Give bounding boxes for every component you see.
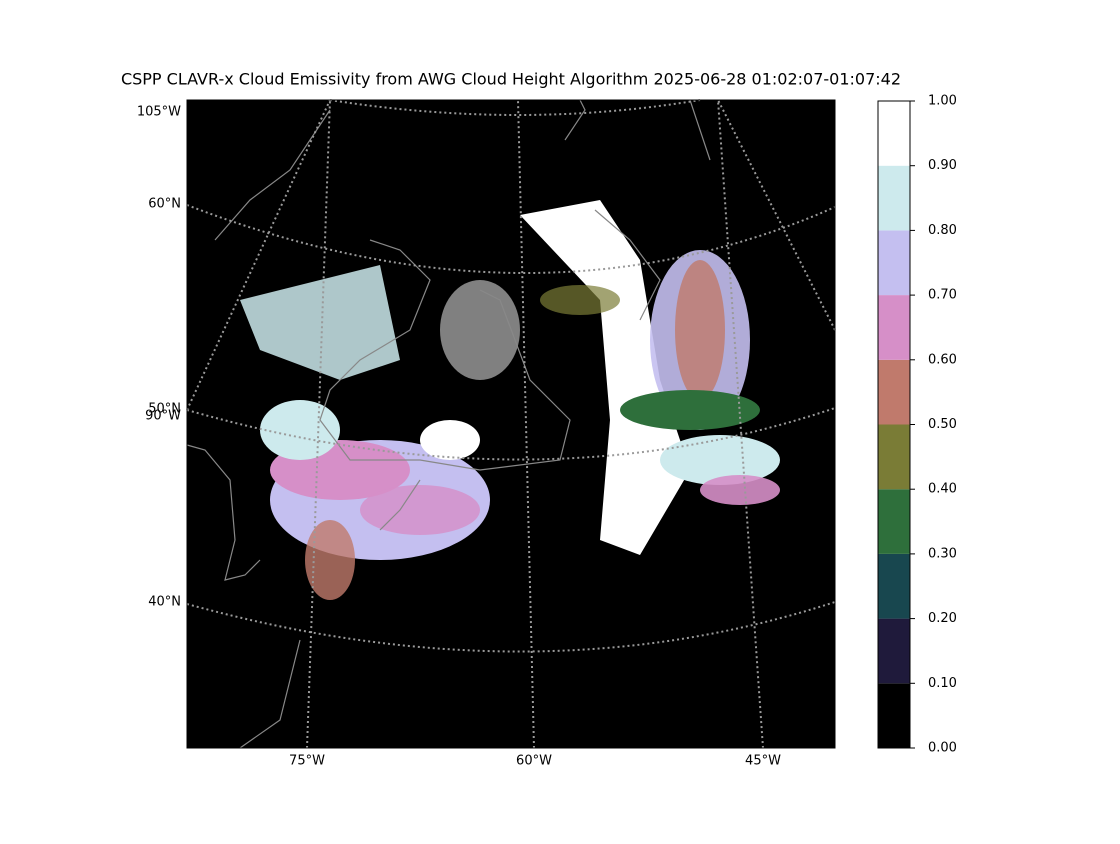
colorbar-segment: [878, 165, 910, 231]
colorbar-tick-label: 0.70: [928, 288, 957, 303]
lon-label: 45°W: [745, 754, 781, 769]
lon-label: 90°W: [145, 409, 181, 424]
colorbar-segment: [878, 489, 910, 554]
colorbar-tick-label: 0.60: [928, 352, 957, 367]
map: 105°W 60°N 50°N 90°W 40°N 75°W 60°W 45°W: [137, 99, 836, 769]
colorbar-tick-label: 0.30: [928, 546, 957, 561]
colorbar-segment: [878, 424, 910, 490]
colorbar-segment: [878, 683, 910, 748]
colorbar-tick-label: 0.20: [928, 611, 957, 626]
lat-label: 50°N: [148, 402, 181, 417]
colorbar-tick-label: 0.90: [928, 158, 957, 173]
colorbar-tick-label: 0.10: [928, 676, 957, 691]
graticule: [186, 99, 836, 749]
colorbar-tick-label: 0.40: [928, 482, 957, 497]
swath: [224, 176, 806, 644]
lat-label: 40°N: [148, 595, 181, 610]
colorbar-segment: [878, 230, 910, 296]
colorbar-segment: [878, 101, 910, 166]
colorbar-segment: [878, 359, 910, 425]
colorbar-segment: [878, 618, 910, 684]
lon-label: 75°W: [289, 754, 325, 769]
coastline: [186, 99, 711, 749]
colorbar-tick-label: 1.00: [928, 94, 957, 109]
colorbar-segment: [878, 295, 910, 360]
colorbar-tick-label: 0.00: [928, 741, 957, 756]
colorbar-tick-label: 0.80: [928, 223, 957, 238]
lat-label: 60°N: [148, 197, 181, 212]
colorbar-segment: [878, 553, 910, 619]
lon-label: 105°W: [137, 105, 181, 120]
colorbar-tick-label: 0.50: [928, 417, 957, 432]
title: CSPP CLAVR-x Cloud Emissivity from AWG C…: [121, 70, 901, 89]
map-frame: [186, 99, 836, 749]
colorbar: 0.00 0.10 0.20 0.30 0.40 0.50 0.60 0.70 0.80 0.90…: [877, 94, 957, 756]
lon-label: 60°W: [516, 754, 552, 769]
